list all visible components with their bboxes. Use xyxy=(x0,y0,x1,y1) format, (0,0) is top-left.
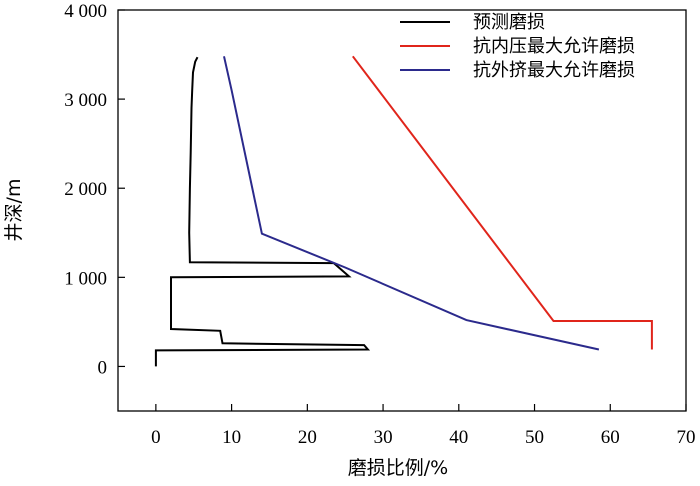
y-tick-label: 2 000 xyxy=(64,179,107,200)
legend-label-1: 预测磨损 xyxy=(473,12,545,33)
y-tick-label: 1 000 xyxy=(64,268,107,289)
x-tick-label: 40 xyxy=(449,427,468,448)
x-axis-title: 磨损比例/% xyxy=(348,457,448,479)
legend-label-3: 抗外挤最大允许磨损 xyxy=(473,60,635,81)
plot-frame xyxy=(117,9,687,412)
y-tick-label: 0 xyxy=(98,357,108,378)
y-axis-title: 井深/m xyxy=(3,179,25,242)
x-tick-label: 20 xyxy=(298,427,317,448)
x-tick-label: 30 xyxy=(374,427,393,448)
axes: 0 10 20 30 40 50 60 70 0 1 000 2 000 3 000 4 000 xyxy=(64,1,695,448)
x-tick-label: 0 xyxy=(151,427,161,448)
x-tick-label: 60 xyxy=(601,427,620,448)
series-line-1 xyxy=(154,56,371,367)
y-tick-label: 4 000 xyxy=(64,1,107,22)
legend-label-2: 抗内压最大允许磨损 xyxy=(473,36,635,57)
x-tick-label: 70 xyxy=(677,427,696,448)
series-line-3 xyxy=(223,56,600,351)
y-tick-label: 3 000 xyxy=(64,90,107,111)
x-tick-label: 10 xyxy=(222,427,241,448)
series-layer xyxy=(154,55,653,367)
x-tick-label: 50 xyxy=(525,427,544,448)
series-line-2 xyxy=(352,55,653,350)
